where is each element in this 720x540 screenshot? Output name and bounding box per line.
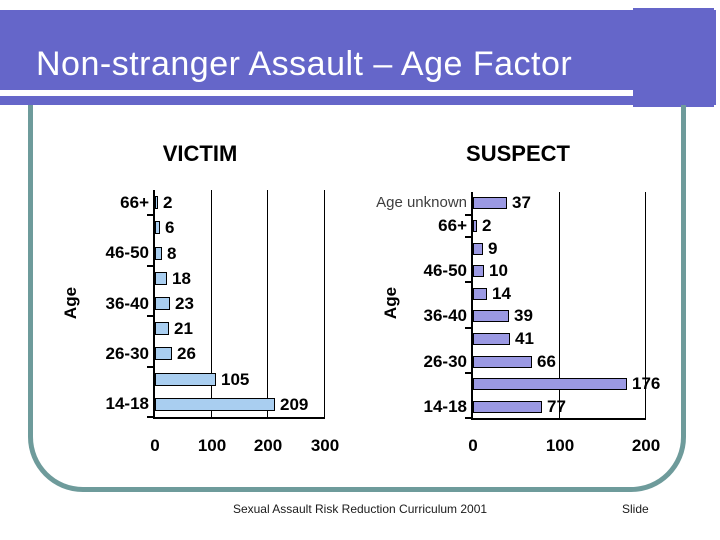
x-tick-label: 100: [545, 436, 575, 455]
gridline: [559, 192, 560, 418]
y-axis: [153, 190, 155, 419]
title-underline: [0, 90, 633, 96]
bar-value-label: 37: [512, 193, 531, 212]
category-label: Age unknown: [376, 194, 467, 211]
bar-value-label: 18: [172, 268, 191, 288]
x-tick-label: 200: [253, 436, 283, 455]
bar-value-label: 77: [547, 397, 566, 416]
bar-value-label: 39: [514, 306, 533, 325]
category-label: 14-18: [105, 394, 149, 413]
bar-value-label: 10: [489, 261, 508, 280]
category-label: 14-18: [423, 397, 467, 416]
category-label: 26-30: [423, 352, 467, 371]
bar-value-label: 105: [221, 369, 250, 389]
x-tick-label: 0: [468, 436, 478, 455]
bar: [155, 398, 275, 411]
gridline: [645, 192, 646, 418]
x-tick-label: 300: [310, 436, 340, 455]
bar: [473, 243, 483, 255]
category-label: 36-40: [105, 294, 149, 313]
slide-title: Non-stranger Assault – Age Factor: [36, 45, 573, 83]
bar: [155, 196, 158, 209]
bar-value-label: 23: [175, 293, 194, 313]
bar-value-label: 2: [482, 216, 492, 235]
x-tick-label: 200: [631, 436, 661, 455]
victim-chart-title: VICTIM: [162, 141, 238, 166]
bar-value-label: 26: [177, 343, 196, 363]
bar-value-label: 8: [167, 243, 177, 263]
footer-slide-label: Slide: [622, 502, 649, 516]
bar: [155, 347, 172, 360]
axis-tick: [465, 281, 471, 283]
bar: [473, 265, 484, 277]
bar: [155, 373, 216, 386]
bar: [473, 333, 510, 345]
axis-tick: [147, 416, 153, 418]
content-border: [28, 105, 686, 492]
suspect-chart-plot: 37 2 9 10 14 39 41 66 176 77: [465, 192, 660, 420]
bar-value-label: 14: [492, 284, 511, 303]
axis-tick: [147, 265, 153, 267]
bar-value-label: 176: [632, 374, 661, 393]
y-axis: [471, 192, 473, 420]
bar: [473, 197, 507, 209]
gridline: [211, 190, 212, 417]
bar-value-label: 41: [515, 329, 534, 348]
bar-value-label: 21: [174, 318, 193, 338]
category-label: 66+: [438, 216, 467, 235]
footer-credit: Sexual Assault Risk Reduction Curriculum…: [232, 502, 488, 516]
bar-value-label: 9: [488, 239, 498, 258]
axis-tick: [465, 417, 471, 419]
axis-tick: [465, 372, 471, 374]
bar: [155, 272, 167, 285]
bar-value-label: 6: [165, 217, 175, 237]
bar: [155, 322, 169, 335]
bar: [473, 401, 542, 413]
x-tick-label: 100: [197, 436, 227, 455]
axis-tick: [465, 236, 471, 238]
suspect-chart-title: SUSPECT: [466, 141, 570, 166]
category-label: 26-30: [105, 344, 149, 363]
bar-value-label: 2: [163, 192, 173, 212]
bar-value-label: 209: [280, 394, 309, 414]
category-label: 46-50: [423, 261, 467, 280]
gridline: [267, 190, 268, 417]
axis-tick: [465, 214, 471, 216]
x-tick-label: 0: [150, 436, 160, 455]
axis-tick: [465, 327, 471, 329]
category-label: 36-40: [423, 306, 467, 325]
category-label: 66+: [120, 193, 149, 212]
bar: [155, 247, 162, 260]
axis-tick: [147, 315, 153, 317]
x-axis: [471, 418, 646, 420]
x-axis: [153, 417, 325, 419]
bar: [155, 297, 170, 310]
category-label: 46-50: [105, 243, 149, 262]
axis-tick: [147, 366, 153, 368]
bar: [473, 220, 477, 232]
bar: [473, 288, 487, 300]
bar-value-label: 66: [537, 352, 556, 371]
bar: [473, 310, 509, 322]
title-bar: [0, 10, 716, 105]
gridline: [324, 190, 325, 417]
bar: [155, 221, 160, 234]
axis-tick: [147, 214, 153, 216]
victim-chart-plot: 2 6 8 18 23 21 26 105 209: [147, 190, 325, 419]
bar: [473, 378, 627, 390]
bar: [473, 356, 532, 368]
